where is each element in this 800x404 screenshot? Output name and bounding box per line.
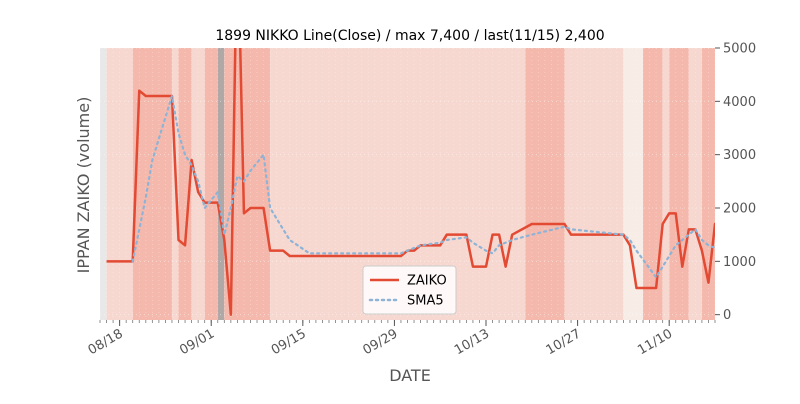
y-tick-label: 1000 (723, 255, 756, 270)
y-tick-label: 2000 (723, 202, 756, 217)
x-tick-label: 09/15 (269, 326, 309, 358)
x-tick-label: 11/10 (635, 326, 675, 358)
y-tick-label: 4000 (723, 95, 756, 110)
background-band (525, 48, 565, 320)
background-band (643, 48, 663, 320)
legend-label-sma5: SMA5 (407, 294, 444, 309)
x-axis-title: DATE (389, 366, 431, 385)
y-tick-label: 0 (723, 308, 731, 323)
background-band (106, 48, 133, 320)
chart-title: 1899 NIKKO Line(Close) / max 7,400 / las… (215, 28, 604, 44)
x-tick-label: 09/29 (360, 326, 400, 358)
background-band (204, 48, 218, 320)
series-line-sma5 (131, 94, 715, 279)
background-band (178, 48, 192, 320)
background-band (669, 48, 689, 320)
x-tick-label: 10/13 (452, 326, 492, 358)
background-band (662, 48, 670, 320)
x-tick-label: 09/01 (177, 326, 217, 358)
grid-lines (99, 47, 716, 320)
legend: ZAIKO SMA5 (362, 265, 457, 315)
legend-label-zaiko: ZAIKO (407, 274, 447, 289)
y-axis-title: IPPAN ZAIKO (volume) (74, 97, 93, 274)
x-tick-label: 10/27 (544, 326, 584, 358)
background-band (688, 48, 702, 320)
x-tick-label: 08/18 (86, 326, 126, 358)
background-band (217, 48, 225, 320)
background-band (715, 48, 722, 320)
background-band (191, 48, 205, 320)
series-lines (106, 48, 715, 316)
legend-box (362, 265, 457, 315)
background-band (100, 48, 107, 320)
y-tick-label: 5000 (723, 42, 756, 57)
y-tick-label: 3000 (723, 148, 756, 163)
background-band (564, 48, 624, 320)
series-line-zaiko (106, 48, 715, 316)
background-band (623, 48, 644, 320)
